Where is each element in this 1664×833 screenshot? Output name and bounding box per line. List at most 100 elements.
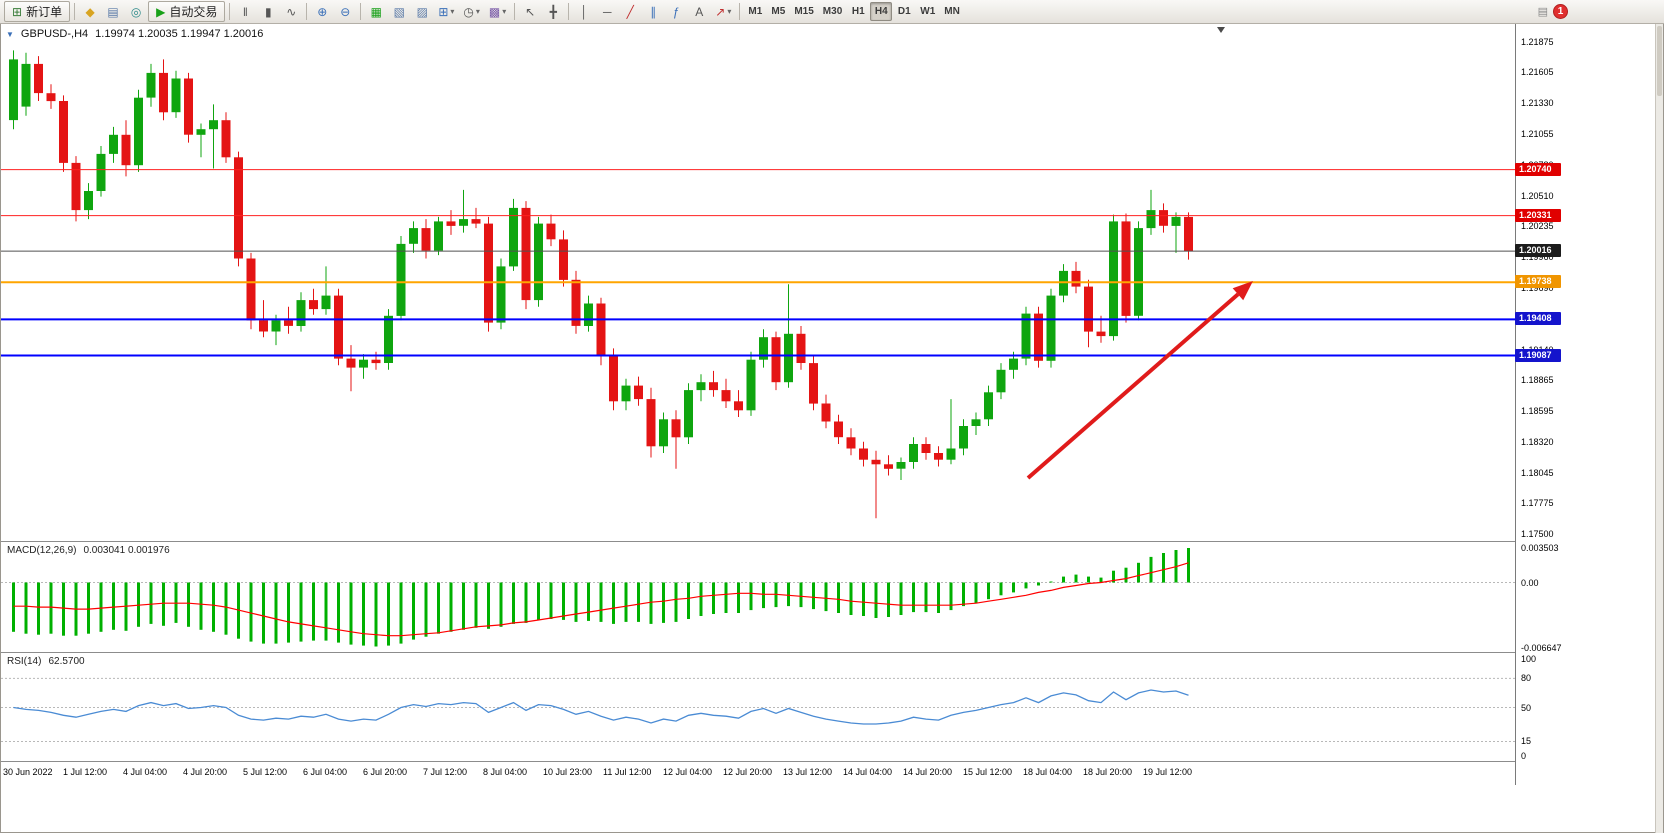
arrows-button[interactable]: ↗ ▾ <box>711 1 735 22</box>
vertical-scrollbar[interactable] <box>1655 24 1663 833</box>
text-icon: A <box>695 4 704 19</box>
time-axis-label: 10 Jul 23:00 <box>543 767 593 777</box>
market-watch-button[interactable]: ◆ <box>79 1 101 22</box>
template-icon: ▩ <box>488 4 501 19</box>
timeframe-h1-button[interactable]: H1 <box>851 6 865 17</box>
panel-separator[interactable] <box>1 652 1515 653</box>
new-order-icon: ⊞ <box>12 4 23 19</box>
dropdown-arrow-icon[interactable]: ▾ <box>450 7 455 16</box>
time-axis-label: 14 Jul 04:00 <box>843 767 893 777</box>
fibonacci-button[interactable]: ƒ <box>665 1 687 22</box>
support-line-lower-tag: 1.19087 <box>1515 349 1561 362</box>
main-toolbar: ⊞ 新订单 ◆ ▤ ◎ ▶ 自动交易 ‖ ▮ ∿ ⊕ ⊖ ▦ ▧ ▨ ⊞ ▾ ◷ ▾ ▩ ▾ ↖ ╋ │ ─ ╱ ∥ ƒ A ↗ ▾ M1 M5… <box>0 0 1664 24</box>
vertical-line-icon: │ <box>580 4 589 19</box>
rsi-line <box>13 689 1189 725</box>
bar-chart-button[interactable]: ‖ <box>234 1 256 22</box>
channel-button[interactable]: ∥ <box>642 1 664 22</box>
price-axis <box>1515 24 1516 785</box>
zoom-in-button[interactable]: ⊕ <box>311 1 333 22</box>
toolbar-separator <box>229 3 231 20</box>
channel-icon: ∥ <box>650 4 657 19</box>
toolbar-separator <box>568 3 570 20</box>
price-tick-label: 1.21330 <box>1521 98 1554 108</box>
timeframe-m15-button[interactable]: M15 <box>794 6 814 17</box>
timeframe-h4-button[interactable]: H4 <box>870 2 893 21</box>
toolbar-right: ▤ 1 <box>1538 4 1568 19</box>
price-tick-label: 1.20510 <box>1521 191 1554 201</box>
alerts-icon[interactable]: ▤ <box>1537 6 1548 18</box>
trend-arrow-annotation[interactable] <box>1026 281 1253 480</box>
vertical-line-button[interactable]: │ <box>573 1 595 22</box>
arrange-windows-button[interactable]: ▨ <box>411 1 433 22</box>
autotrade-button[interactable]: ▶ 自动交易 <box>148 1 226 22</box>
timeframe-d1-button[interactable]: D1 <box>897 6 911 17</box>
timeframe-m1-button[interactable]: M1 <box>748 6 763 17</box>
new-order-button-label: 新订单 <box>26 5 63 19</box>
macd-signal-line <box>13 562 1189 637</box>
tile-windows-button[interactable]: ▦ <box>365 1 387 22</box>
market-watch-icon: ◆ <box>85 4 95 19</box>
time-axis-label: 18 Jul 20:00 <box>1083 767 1133 777</box>
rsi-tick-label: 50 <box>1521 703 1532 713</box>
timeframe-m5-button[interactable]: M5 <box>771 6 786 17</box>
toolbar-separator <box>74 3 76 20</box>
fibonacci-icon: ƒ <box>672 4 680 19</box>
panel-separator[interactable] <box>1 541 1515 542</box>
one-click-trading-arrow[interactable]: ▼ <box>6 29 14 39</box>
dropdown-arrow-icon[interactable]: ▾ <box>475 7 480 16</box>
new-order-button[interactable]: ⊞ 新订单 <box>4 1 71 22</box>
macd-panel[interactable] <box>1 542 1515 652</box>
chart-shift-marker[interactable] <box>1217 27 1225 33</box>
macd-tick-label: 0.00 <box>1521 578 1539 588</box>
panel-separator[interactable] <box>1 761 1515 762</box>
templates-button[interactable]: ▩ ▾ <box>485 1 510 22</box>
chart-window: 1.218751.216051.213301.210551.207801.205… <box>0 24 1664 833</box>
horizontal-line-icon: ─ <box>603 4 612 19</box>
navigator-button[interactable]: ▤ <box>102 1 124 22</box>
time-axis-label: 18 Jul 04:00 <box>1023 767 1073 777</box>
timeframe-mn-button[interactable]: MN <box>944 6 960 17</box>
rsi-tick-label: 100 <box>1521 654 1537 664</box>
toolbar-separator <box>360 3 362 20</box>
candlestick-chart-button[interactable]: ▮ <box>257 1 279 22</box>
rsi-value: 62.5700 <box>48 656 85 667</box>
zoom-out-button[interactable]: ⊖ <box>334 1 356 22</box>
time-axis-label: 12 Jul 20:00 <box>723 767 773 777</box>
horizontal-line-button[interactable]: ─ <box>596 1 618 22</box>
crosshair-button[interactable]: ╋ <box>542 1 564 22</box>
macd-name: MACD(12,26,9) <box>7 545 77 556</box>
line-chart-button[interactable]: ∿ <box>280 1 302 22</box>
timeframe-w1-button[interactable]: W1 <box>920 6 936 17</box>
time-axis-label: 15 Jul 12:00 <box>963 767 1013 777</box>
arrow-objects-icon: ↗ <box>715 4 726 19</box>
toolbar-separator <box>739 3 741 20</box>
text-button[interactable]: A <box>688 1 710 22</box>
autotrade-button-label: 自动交易 <box>169 5 218 19</box>
terminal-button[interactable]: ◎ <box>125 1 147 22</box>
trendline-button[interactable]: ╱ <box>619 1 641 22</box>
new-chart-button[interactable]: ⊞ ▾ <box>434 1 458 22</box>
price-tick-label: 1.18045 <box>1521 468 1554 478</box>
dropdown-arrow-icon[interactable]: ▾ <box>727 7 732 16</box>
rsi-tick-label: 80 <box>1521 673 1532 683</box>
axis-labels-overlay: 1.218751.216051.213301.210551.207801.205… <box>1515 24 1664 833</box>
crosshair-icon: ╋ <box>549 4 557 19</box>
pivot-line-orange-tag: 1.19738 <box>1515 275 1561 288</box>
dropdown-arrow-icon[interactable]: ▾ <box>502 7 507 16</box>
cascade-windows-button[interactable]: ▧ <box>388 1 410 22</box>
cascade-windows-icon: ▧ <box>393 4 405 19</box>
price-chart-panel[interactable] <box>1 24 1515 541</box>
price-tick-label: 1.17775 <box>1521 498 1554 508</box>
macd-tick-label: 0.003503 <box>1521 543 1559 553</box>
resistance-line-upper-tag: 1.20740 <box>1515 163 1561 176</box>
notification-badge[interactable]: 1 <box>1553 4 1568 19</box>
time-axis-label: 4 Jul 04:00 <box>123 767 168 777</box>
timeframe-m30-button[interactable]: M30 <box>822 6 843 17</box>
cursor-button[interactable]: ↖ <box>519 1 541 22</box>
periods-button[interactable]: ◷ ▾ <box>459 1 484 22</box>
scrollbar-thumb[interactable] <box>1657 26 1662 96</box>
rsi-panel[interactable] <box>1 653 1515 761</box>
rsi-tick-label: 0 <box>1521 751 1527 761</box>
arrange-windows-icon: ▨ <box>416 4 428 19</box>
